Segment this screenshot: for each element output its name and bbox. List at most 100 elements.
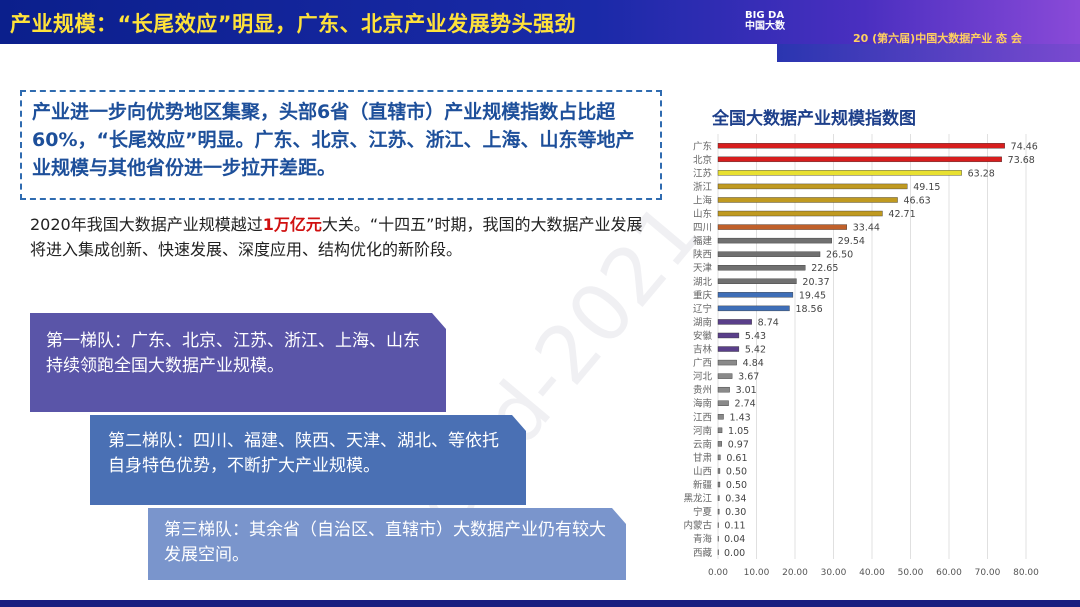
x-tick-label: 30.00 — [821, 568, 847, 578]
conference-name: 20 (第六届)中国大数据产业 态 会 — [853, 32, 1022, 45]
tier-1-box: 第一梯队：广东、北京、江苏、浙江、上海、山东持续领跑全国大数据产业规模。 — [30, 313, 446, 412]
category-label: 西藏 — [693, 547, 713, 559]
category-label: 海南 — [693, 398, 712, 410]
intro-paragraph: 2020年我国大数据产业规模越过1万亿元大关。“十四五”时期，我国的大数据产业发… — [30, 215, 643, 259]
bar — [717, 305, 790, 312]
data-label: 0.61 — [726, 453, 747, 464]
bar — [717, 346, 740, 352]
data-label: 74.46 — [1011, 141, 1038, 152]
category-label: 云南 — [693, 438, 712, 450]
data-label: 4.84 — [743, 358, 764, 369]
category-label: 宁夏 — [693, 506, 713, 518]
data-label: 33.44 — [853, 223, 880, 234]
bar — [717, 292, 794, 298]
category-label: 山东 — [693, 208, 712, 220]
chart-title: 全国大数据产业规模指数图 — [712, 109, 916, 129]
x-tick-label: 80.00 — [1013, 568, 1039, 578]
data-label: 0.34 — [725, 494, 746, 505]
bar — [717, 265, 806, 271]
category-label: 广东 — [693, 140, 712, 152]
bar — [717, 386, 730, 393]
bar — [717, 278, 797, 284]
bar — [717, 454, 721, 461]
category-label: 重庆 — [693, 289, 713, 301]
bar — [717, 183, 908, 190]
category-label: 四川 — [693, 223, 712, 234]
data-label: 19.45 — [799, 290, 826, 301]
bar — [717, 508, 720, 515]
bar — [717, 549, 719, 555]
x-tick-label: 50.00 — [898, 568, 924, 578]
data-label: 1.05 — [728, 426, 749, 437]
bar — [717, 536, 719, 542]
data-label: 29.54 — [838, 236, 865, 247]
highlight-value: 1万亿元 — [262, 215, 322, 234]
category-label: 贵州 — [693, 384, 712, 396]
bar — [717, 373, 733, 379]
x-tick-label: 60.00 — [936, 568, 962, 578]
data-label: 20.37 — [802, 277, 829, 288]
bar — [717, 359, 737, 366]
x-tick-label: 40.00 — [859, 568, 885, 578]
header-underline — [0, 44, 1080, 62]
x-tick-label: 20.00 — [782, 568, 808, 578]
bar — [717, 441, 722, 447]
category-label: 浙江 — [693, 181, 713, 193]
data-label: 3.67 — [738, 372, 759, 383]
bar — [717, 495, 720, 501]
category-label: 甘肃 — [693, 452, 712, 464]
bar — [717, 251, 821, 257]
data-label: 0.50 — [726, 466, 747, 477]
data-label: 26.50 — [826, 250, 853, 261]
bar — [717, 237, 832, 244]
category-label: 江西 — [693, 412, 712, 423]
category-label: 青海 — [693, 533, 713, 545]
bar — [717, 156, 1002, 163]
data-label: 0.30 — [725, 507, 746, 518]
category-label: 新疆 — [693, 479, 713, 491]
x-tick-label: 70.00 — [975, 568, 1001, 578]
category-label: 天津 — [693, 263, 713, 274]
data-label: 63.28 — [968, 168, 995, 179]
category-label: 安徽 — [693, 330, 713, 342]
footer-bar — [0, 600, 1080, 607]
data-label: 1.43 — [730, 412, 751, 423]
bar — [717, 522, 719, 528]
data-label: 5.43 — [745, 331, 766, 342]
tier-3-box: 第三梯队：其余省（自治区、直辖市）大数据产业仍有较大发展空间。 — [148, 508, 626, 580]
category-label: 内蒙古 — [683, 520, 712, 532]
data-label: 42.71 — [888, 209, 915, 220]
header-bar: 产业规模：“长尾效应”明显，广东、北京产业发展势头强劲 BIG DA 中国大数 2… — [0, 0, 1080, 45]
summary-box: 产业进一步向优势地区集聚，头部6省（直辖市）产业规模指数占比超60%，“长尾效应… — [20, 90, 662, 200]
bar — [717, 210, 883, 217]
category-label: 吉林 — [693, 344, 713, 356]
category-label: 北京 — [693, 154, 712, 166]
bar — [717, 224, 847, 230]
category-label: 辽宁 — [693, 303, 712, 315]
logo: BIG DA 中国大数 — [745, 10, 785, 32]
category-label: 广西 — [693, 357, 712, 369]
x-tick-label: 10.00 — [744, 568, 770, 578]
category-label: 山西 — [693, 466, 712, 477]
bar — [717, 468, 721, 474]
slide-title: 产业规模：“长尾效应”明显，广东、北京产业发展势头强劲 — [10, 12, 577, 36]
category-label: 湖北 — [693, 277, 713, 288]
bar — [717, 414, 724, 420]
data-label: 5.42 — [745, 345, 766, 356]
tier-2-box: 第二梯队：四川、福建、陕西、天津、湖北、等依托自身特色优势，不断扩大产业规模。 — [90, 415, 526, 505]
category-label: 河北 — [693, 371, 713, 383]
bar — [717, 427, 723, 434]
data-label: 0.50 — [726, 480, 747, 491]
bar-chart: 0.00 10.00 20.00 30.00 40.00 50.00 60.00 70.00 8… — [683, 134, 1039, 578]
category-label: 湖南 — [693, 316, 712, 328]
data-label: 8.74 — [758, 317, 779, 328]
category-label: 黑龙江 — [683, 493, 712, 505]
bar — [717, 143, 1005, 149]
category-label: 河南 — [693, 425, 712, 437]
bar — [717, 332, 740, 339]
bar — [717, 481, 721, 488]
data-label: 46.63 — [904, 195, 931, 206]
data-label: 2.74 — [735, 399, 756, 410]
category-label: 陕西 — [693, 249, 712, 261]
x-tick-label: 0.00 — [708, 568, 728, 578]
